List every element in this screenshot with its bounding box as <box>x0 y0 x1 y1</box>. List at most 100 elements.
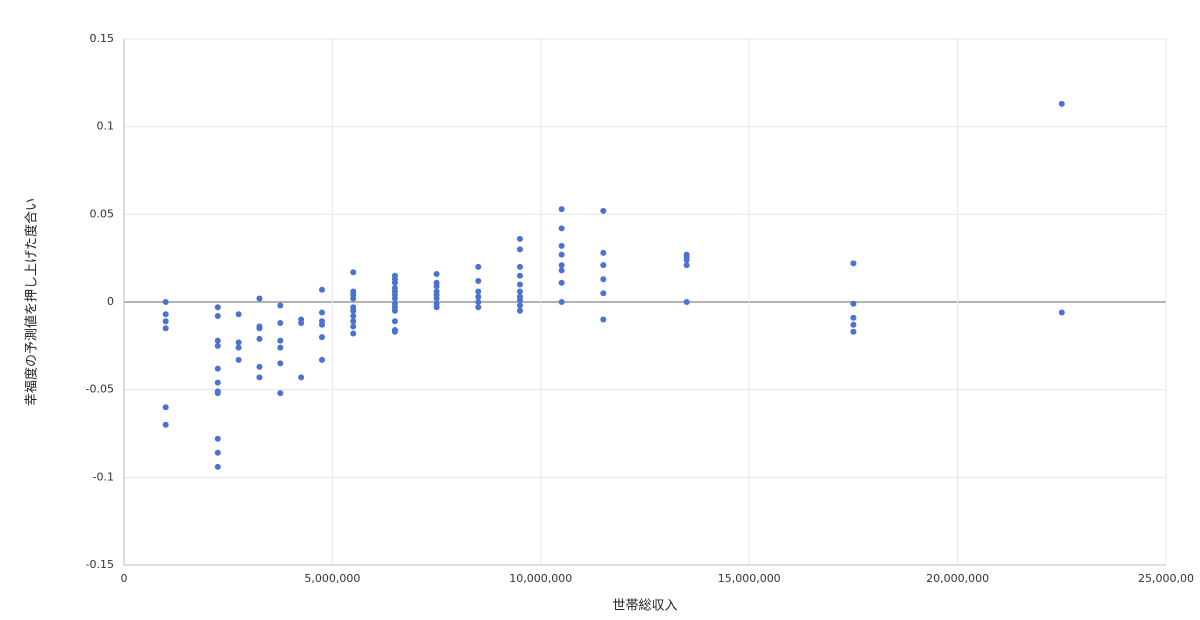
y-tick-label: -0.15 <box>86 558 114 571</box>
point <box>475 263 482 270</box>
point <box>558 267 565 274</box>
x-tick-label: 25,000,00 <box>1138 572 1194 585</box>
point <box>214 449 221 456</box>
point <box>235 344 242 351</box>
point <box>214 337 221 344</box>
point <box>350 307 357 314</box>
point <box>516 272 523 279</box>
point <box>350 318 357 325</box>
point <box>475 277 482 284</box>
point <box>850 260 857 267</box>
point <box>318 309 325 316</box>
point <box>516 288 523 295</box>
point <box>683 299 690 305</box>
x-tick-label: 10,000,000 <box>509 572 572 585</box>
point <box>214 463 221 470</box>
point <box>298 320 305 327</box>
point <box>235 311 242 318</box>
point <box>256 295 263 302</box>
point <box>558 279 565 286</box>
point <box>850 314 857 321</box>
point <box>214 342 221 349</box>
point <box>683 256 690 263</box>
point <box>683 262 690 269</box>
point <box>1058 100 1065 107</box>
point <box>600 207 607 214</box>
point <box>391 307 398 314</box>
point <box>475 304 482 311</box>
point <box>350 295 357 302</box>
point <box>350 330 357 337</box>
point <box>516 235 523 242</box>
point <box>162 421 169 428</box>
point <box>256 325 263 332</box>
x-tick-label: 5,000,000 <box>304 572 360 585</box>
point <box>516 307 523 314</box>
point <box>256 374 263 381</box>
point <box>214 435 221 442</box>
point <box>214 390 221 397</box>
point <box>433 270 440 277</box>
point <box>298 374 305 381</box>
point <box>516 263 523 270</box>
point <box>558 251 565 258</box>
point <box>162 299 169 305</box>
point <box>516 302 523 309</box>
point <box>277 344 284 351</box>
x-axis-label: 世帯総収入 <box>612 599 677 614</box>
point <box>350 313 357 320</box>
point <box>516 297 523 304</box>
point <box>277 302 284 309</box>
point <box>600 262 607 269</box>
x-tick-label: 20,000,000 <box>926 572 989 585</box>
point <box>391 279 398 286</box>
y-tick-label: -0.1 <box>93 470 114 483</box>
point <box>214 313 221 320</box>
point <box>850 300 857 307</box>
y-tick-label: 0.05 <box>90 207 115 220</box>
point <box>475 299 482 305</box>
point <box>475 288 482 295</box>
point <box>516 246 523 253</box>
point <box>516 281 523 288</box>
point <box>558 262 565 269</box>
point <box>600 276 607 283</box>
point <box>318 286 325 293</box>
point <box>433 304 440 311</box>
point <box>318 356 325 363</box>
y-tick-label: -0.05 <box>86 383 114 396</box>
point <box>235 356 242 363</box>
point <box>235 339 242 346</box>
point <box>256 335 263 342</box>
point <box>433 283 440 290</box>
y-tick-label: 0.15 <box>90 32 115 45</box>
point <box>162 318 169 325</box>
point <box>558 206 565 213</box>
point <box>277 390 284 397</box>
point <box>558 242 565 249</box>
point <box>277 337 284 344</box>
point <box>558 299 565 305</box>
point <box>600 249 607 256</box>
y-axis-label: 幸福度の予測値を押し上げた度合い <box>24 198 40 406</box>
point <box>162 311 169 318</box>
point <box>318 334 325 341</box>
point <box>391 328 398 335</box>
point <box>256 363 263 370</box>
point <box>350 323 357 330</box>
point <box>1058 309 1065 316</box>
point <box>600 316 607 323</box>
point <box>277 360 284 367</box>
point <box>558 225 565 232</box>
x-tick-label: 15,000,000 <box>718 572 781 585</box>
y-tick-label: 0.1 <box>97 120 115 133</box>
point <box>214 365 221 372</box>
point <box>475 293 482 300</box>
point <box>850 321 857 328</box>
point <box>214 304 221 311</box>
point <box>850 328 857 335</box>
point <box>391 295 398 302</box>
point <box>214 379 221 386</box>
point <box>433 295 440 302</box>
